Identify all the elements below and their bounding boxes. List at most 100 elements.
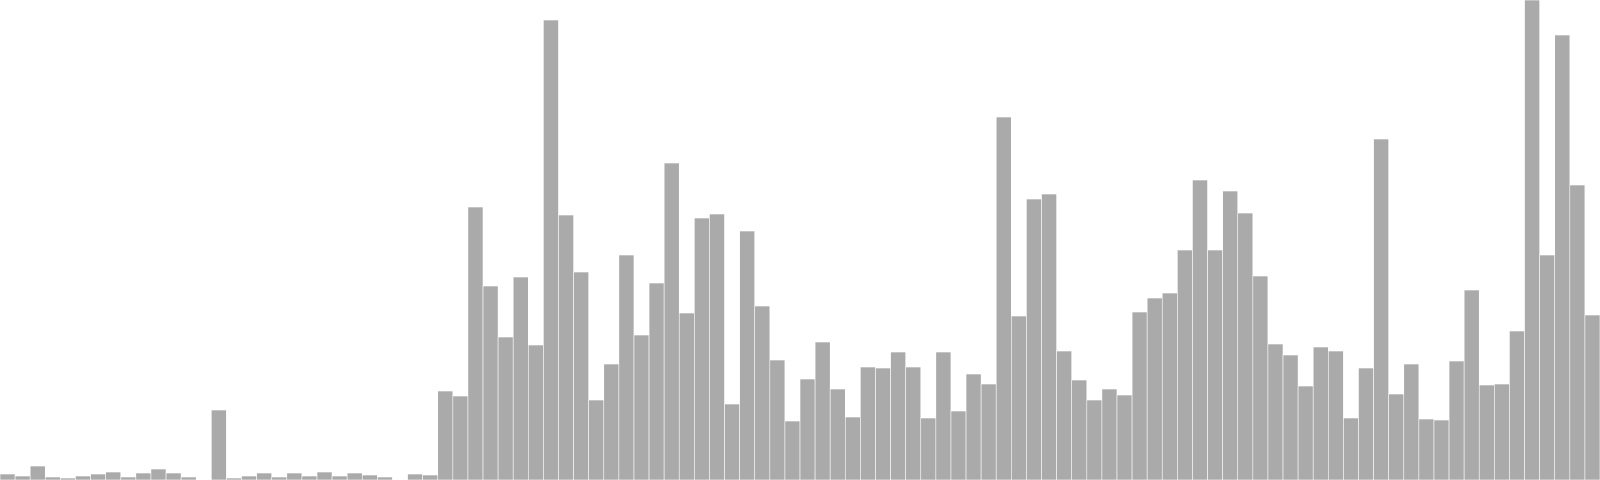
bar-94 [1418,418,1435,480]
bar-82 [1237,212,1254,480]
bar-63 [950,410,967,480]
bar-89 [1343,417,1359,480]
bar-83 [1252,275,1269,480]
bar-74 [1116,394,1133,480]
bar-100 [1509,330,1525,480]
bar-49 [739,230,756,480]
bar-12 [180,476,197,480]
bar-40 [603,363,620,480]
bar-34 [512,276,529,480]
bar-10 [150,468,167,480]
bar-71 [1071,379,1088,480]
bar-58 [875,367,891,480]
bar-95 [1433,419,1450,480]
bar-28 [422,474,439,480]
bar-48 [724,403,740,480]
bar-76 [1146,297,1163,480]
bar-29 [437,390,454,480]
bar-14 [211,409,227,480]
bar-75 [1131,311,1148,480]
bar-9 [135,472,152,480]
bar-60 [905,366,922,480]
bar-6 [90,473,106,480]
bar-30 [452,395,469,480]
bar-70 [1056,350,1072,480]
bar-105 [1584,314,1600,480]
bar-24 [361,474,378,480]
bar-62 [935,351,952,480]
bar-7 [105,471,122,480]
bar-2 [29,465,46,480]
bar-43 [648,282,665,480]
bar-55 [829,388,846,480]
bar-27 [407,473,423,480]
bar-25 [377,476,393,480]
bar-54 [814,341,831,480]
bar-96 [1448,360,1465,480]
bar-87 [1312,346,1329,480]
bar-31 [467,206,484,480]
bar-19 [286,472,303,480]
bar-67 [1011,315,1027,480]
bar-69 [1041,193,1057,480]
bar-0 [0,473,16,480]
bar-59 [890,351,906,480]
bar-73 [1101,388,1118,480]
bar-101 [1524,0,1540,480]
bar-56 [844,416,861,480]
bar-61 [920,417,937,480]
bar-80 [1207,249,1223,480]
bar-103 [1554,34,1571,480]
bar-32 [482,285,499,480]
bar-84 [1267,343,1284,480]
bar-64 [965,373,982,480]
bar-78 [1177,249,1193,480]
bar-104 [1569,184,1586,480]
bar-39 [588,399,605,480]
bar-66 [995,116,1012,480]
bar-52 [784,420,801,480]
bar-93 [1403,363,1420,480]
bar-33 [497,336,514,480]
bar-97 [1463,289,1480,480]
bar-23 [346,472,363,480]
bar-102 [1539,254,1556,480]
bar-68 [1026,198,1042,480]
bar-90 [1358,367,1374,480]
bar-92 [1388,393,1405,480]
bar-20 [301,475,318,480]
bar-41 [618,254,635,480]
bar-1 [14,475,31,480]
bar-81 [1222,190,1239,480]
bar-53 [799,378,816,480]
bar-22 [331,475,348,480]
bar-36 [543,19,559,480]
bar-38 [573,271,589,480]
bar-35 [527,344,544,480]
bar-51 [769,359,786,480]
bar-46 [694,217,710,480]
bar-37 [558,214,574,480]
bar-5 [75,475,91,480]
bar-21 [316,471,333,480]
bar-98 [1478,384,1495,480]
bar-91 [1373,138,1389,480]
bar-44 [663,162,680,480]
bar-42 [633,334,650,480]
bar-85 [1282,354,1299,480]
bar-45 [678,312,695,480]
bar-50 [754,305,771,480]
bar-86 [1297,385,1314,480]
bar-47 [709,213,725,480]
bar-65 [980,383,997,480]
bar-99 [1494,383,1510,480]
bar-11 [165,472,182,480]
bar-72 [1086,399,1103,480]
bar-88 [1328,350,1344,480]
bar-79 [1192,179,1208,480]
bar-57 [860,366,876,480]
bar-17 [256,472,272,480]
